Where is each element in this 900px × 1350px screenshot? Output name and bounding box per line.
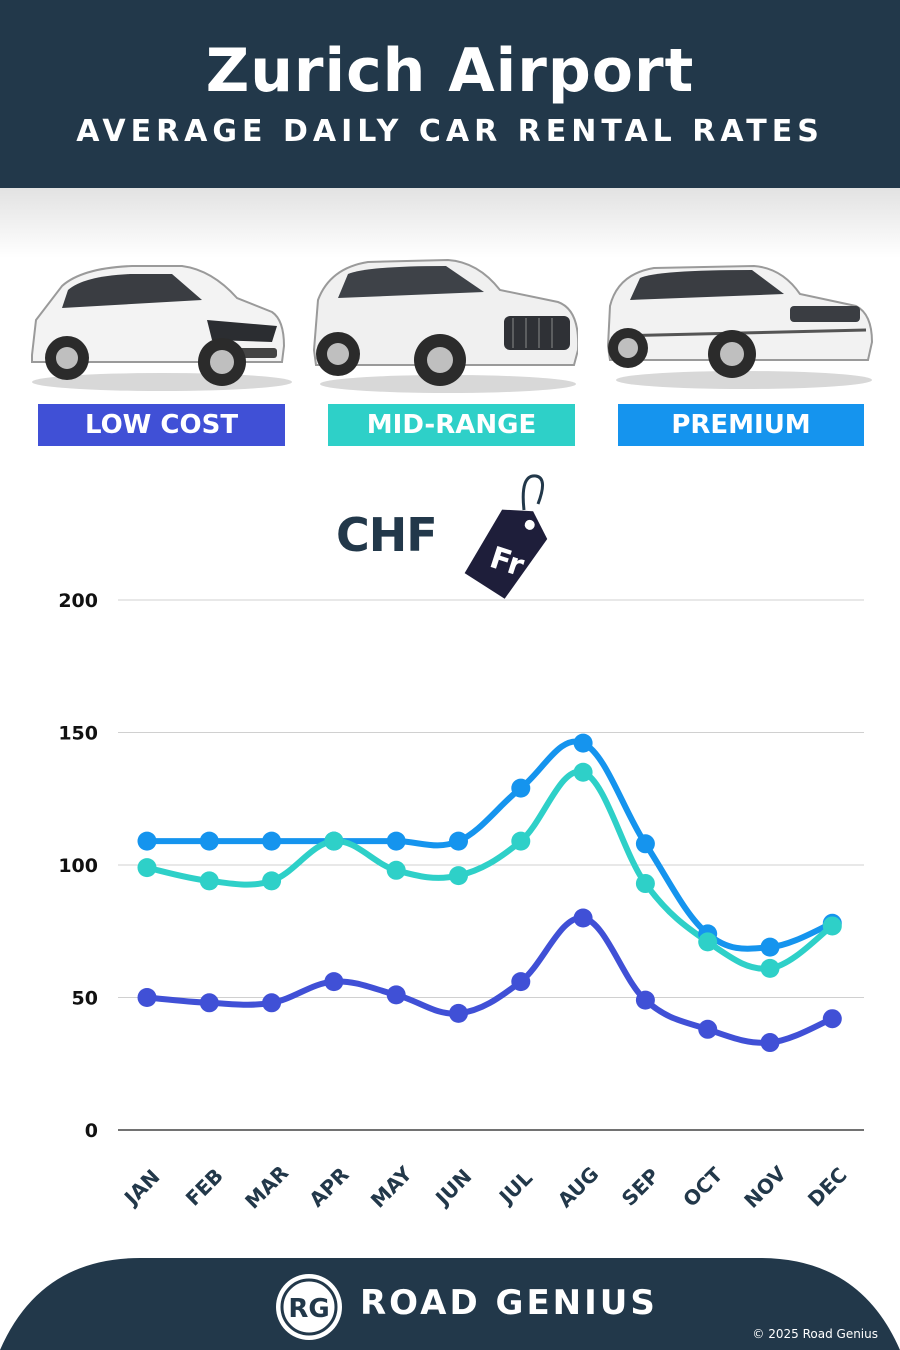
- data-point: [635, 834, 655, 854]
- x-tick-label: NOV: [739, 1161, 791, 1213]
- luxury-suv-car-image: [606, 264, 874, 389]
- data-point: [449, 866, 468, 886]
- suv-car-image: [312, 258, 578, 393]
- x-tick-label: JUN: [429, 1164, 476, 1211]
- data-point: [822, 1009, 842, 1029]
- data-point: [324, 831, 344, 851]
- x-tick-label: AUG: [553, 1162, 604, 1213]
- data-point: [511, 778, 531, 798]
- header-shadow: [0, 188, 900, 258]
- rental-rate-line-chart: 0 50 100 150 200 JAN FEB MAR APR MAY JUN JUL AUG SEP…: [58, 590, 864, 1214]
- x-tick-label: JAN: [118, 1165, 164, 1211]
- brand-name: ROAD GENIUS: [360, 1283, 658, 1323]
- data-point: [511, 831, 531, 851]
- data-point: [386, 985, 406, 1005]
- data-point: [760, 937, 780, 957]
- data-point: [822, 916, 842, 936]
- x-tick-label: DEC: [803, 1163, 852, 1212]
- x-axis-ticks: JAN FEB MAR APR MAY JUN JUL AUG SEP OCT NOV DEC: [118, 1161, 852, 1214]
- data-point: [137, 831, 157, 851]
- y-tick-label: 0: [85, 1120, 98, 1142]
- logo-text: RG: [288, 1294, 329, 1324]
- hatchback-car-image: [31, 265, 292, 391]
- data-point: [386, 860, 406, 880]
- data-point: [262, 993, 282, 1013]
- x-tick-label: MAY: [366, 1161, 417, 1212]
- series-line: [144, 768, 836, 972]
- data-point: [324, 972, 344, 992]
- tier-label-low-cost: LOW COST: [38, 404, 285, 446]
- series-line: [144, 738, 836, 952]
- x-tick-label: SEP: [617, 1163, 664, 1210]
- data-point: [635, 874, 655, 894]
- data-point: [137, 858, 157, 878]
- data-point: [635, 990, 655, 1010]
- data-point: [449, 1003, 468, 1023]
- data-point: [573, 733, 593, 753]
- data-point: [573, 908, 593, 928]
- data-point: [573, 762, 593, 782]
- data-point: [698, 932, 718, 952]
- data-point: [262, 831, 282, 851]
- y-tick-label: 50: [72, 988, 98, 1010]
- data-point: [386, 831, 406, 851]
- data-point: [199, 993, 219, 1013]
- tier-label-mid-range: MID-RANGE: [328, 404, 575, 446]
- series-line: [144, 914, 836, 1046]
- road-genius-logo-icon: RG: [276, 1274, 342, 1340]
- x-tick-label: MAR: [240, 1161, 293, 1214]
- data-point: [760, 958, 780, 978]
- x-tick-label: APR: [304, 1162, 353, 1211]
- data-point: [698, 1019, 718, 1039]
- data-point: [199, 871, 219, 891]
- x-tick-label: FEB: [181, 1164, 228, 1211]
- data-point: [137, 988, 157, 1007]
- page-subtitle: AVERAGE DAILY CAR RENTAL RATES: [76, 114, 824, 149]
- grid-lines: [118, 599, 864, 1131]
- page-title: Zurich Airport: [205, 36, 695, 106]
- y-tick-label: 150: [58, 723, 98, 745]
- footer-bar: [0, 1258, 900, 1350]
- copyright-text: © 2025 Road Genius: [752, 1327, 878, 1341]
- data-point: [199, 831, 219, 851]
- data-point: [262, 871, 282, 891]
- series-points: [137, 733, 842, 1053]
- y-tick-label: 200: [58, 590, 98, 612]
- tier-label-premium: PREMIUM: [618, 404, 864, 446]
- header-banner: Zurich Airport AVERAGE DAILY CAR RENTAL …: [0, 0, 900, 188]
- currency-code: CHF: [336, 508, 438, 562]
- x-tick-label: JUL: [493, 1166, 537, 1210]
- y-tick-label: 100: [58, 855, 98, 877]
- data-point: [511, 972, 531, 992]
- price-tag-icon: Fr: [464, 474, 548, 599]
- data-point: [760, 1033, 780, 1053]
- y-axis-ticks: 0 50 100 150 200: [58, 590, 98, 1142]
- data-point: [449, 831, 468, 851]
- x-tick-label: OCT: [678, 1162, 727, 1211]
